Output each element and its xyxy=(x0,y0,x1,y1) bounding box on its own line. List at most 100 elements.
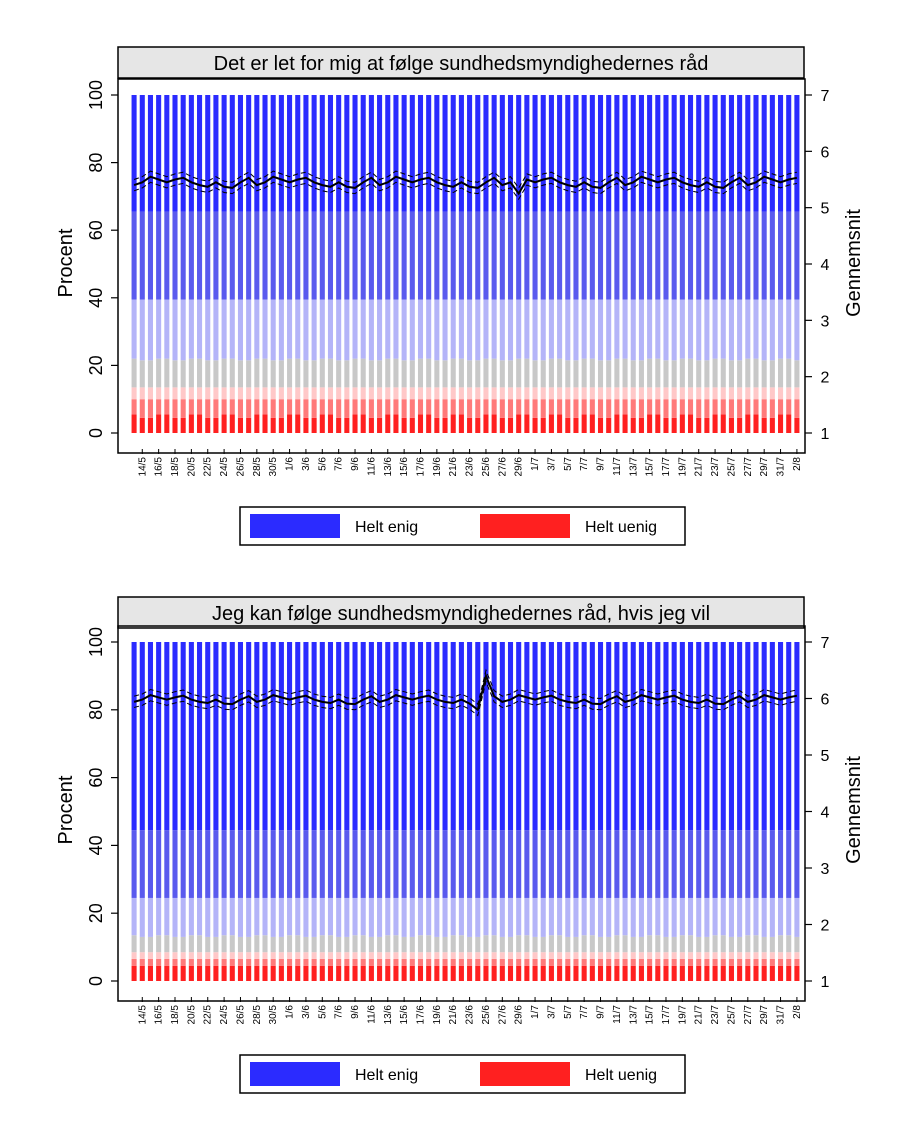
bar-segment-cat6 xyxy=(393,830,399,898)
bar-segment-helt-uenig xyxy=(499,417,505,433)
x-tick-label: 3/7 xyxy=(546,1005,557,1019)
bar-segment-cat5 xyxy=(589,897,595,936)
bar-segment-helt-uenig xyxy=(761,965,767,981)
bar-segment-helt-uenig xyxy=(794,417,800,433)
bar-segment-cat5 xyxy=(540,897,546,937)
x-tick-label: 24/5 xyxy=(219,1005,230,1025)
bar-segment-cat6 xyxy=(434,830,440,898)
bar-segment-cat4 xyxy=(516,358,522,388)
bar-segment-cat4 xyxy=(769,360,775,388)
panel-title-box xyxy=(117,596,805,629)
bar-segment-cat6 xyxy=(327,830,334,898)
bar-segment-helt-enig xyxy=(270,95,276,212)
bar-segment-cat5 xyxy=(221,897,227,936)
x-tick-label: 1/6 xyxy=(285,457,296,471)
bar-segment-helt-uenig xyxy=(655,965,661,981)
bar-segment-cat2 xyxy=(507,958,514,966)
bar-segment-cat4 xyxy=(147,936,153,953)
x-tick-label: 22/5 xyxy=(203,457,214,477)
bar-segment-cat5 xyxy=(458,897,464,936)
bar-segment-cat2 xyxy=(434,399,440,418)
bar-segment-cat5 xyxy=(696,299,702,361)
x-tick-label: 23/6 xyxy=(465,1005,476,1025)
bar-segment-helt-uenig xyxy=(368,965,374,981)
bar-segment-cat3 xyxy=(532,952,538,959)
bar-segment-cat4 xyxy=(663,936,669,953)
bar-segment-cat6 xyxy=(565,211,571,300)
bar-segment-helt-enig xyxy=(295,642,301,831)
bar-segment-cat2 xyxy=(679,399,685,415)
bar-segment-helt-uenig xyxy=(491,965,497,981)
bar-segment-helt-enig xyxy=(319,642,325,831)
bar-segment-cat6 xyxy=(213,211,219,300)
bar-segment-cat4 xyxy=(197,358,203,388)
bar-segment-cat3 xyxy=(573,952,579,959)
bar-segment-cat6 xyxy=(769,830,775,898)
bar-segment-helt-uenig xyxy=(458,414,464,433)
bar-segment-cat4 xyxy=(794,360,800,388)
bar-segment-cat4 xyxy=(565,360,571,388)
bar-segment-cat3 xyxy=(197,387,203,400)
bar-segment-cat6 xyxy=(475,830,481,898)
bar-segment-cat3 xyxy=(483,952,489,959)
bar-segment-cat5 xyxy=(139,299,145,361)
bar-segment-helt-enig xyxy=(467,95,473,212)
x-tick-label: 11/6 xyxy=(366,457,377,476)
bar-segment-helt-uenig xyxy=(589,414,595,433)
bar-segment-cat6 xyxy=(409,211,415,300)
bar-segment-cat6 xyxy=(139,211,145,300)
bar-segment-helt-enig xyxy=(164,95,170,212)
bar-segment-cat3 xyxy=(311,387,317,400)
bar-segment-cat3 xyxy=(720,387,726,400)
bar-segment-cat6 xyxy=(786,830,792,898)
bar-segment-cat3 xyxy=(409,952,415,959)
bar-segment-cat4 xyxy=(516,935,522,953)
bar-segment-cat4 xyxy=(557,358,563,388)
x-tick-label: 18/5 xyxy=(170,1005,181,1025)
bar-segment-cat6 xyxy=(557,211,563,300)
bar-segment-cat4 xyxy=(491,935,497,953)
bar-segment-cat4 xyxy=(704,936,710,953)
bar-segment-cat3 xyxy=(336,952,342,959)
bar-segment-cat5 xyxy=(426,897,432,936)
bar-segment-cat2 xyxy=(745,958,751,966)
bar-segment-cat4 xyxy=(720,935,726,953)
bar-segment-cat4 xyxy=(630,936,636,953)
bar-segment-cat6 xyxy=(614,211,620,300)
bar-segment-helt-uenig xyxy=(221,414,227,433)
bar-segment-cat6 xyxy=(156,830,162,898)
bar-segment-cat5 xyxy=(221,299,227,359)
bar-segment-cat2 xyxy=(794,399,800,418)
bar-segment-cat3 xyxy=(728,952,734,959)
bar-segment-helt-uenig xyxy=(303,965,309,981)
bar-segment-cat4 xyxy=(262,358,268,388)
bar-segment-helt-enig xyxy=(205,95,211,212)
bar-segment-cat3 xyxy=(270,387,276,400)
bar-segment-cat5 xyxy=(377,897,383,937)
bar-segment-cat6 xyxy=(589,211,595,300)
x-tick-label: 29/7 xyxy=(759,457,770,477)
bar-segment-cat4 xyxy=(229,358,235,388)
bar-segment-cat4 xyxy=(221,358,227,388)
bar-segment-cat3 xyxy=(548,387,554,400)
bar-segment-cat3 xyxy=(516,387,522,400)
bar-segment-cat3 xyxy=(687,952,694,959)
bar-segment-helt-enig xyxy=(712,642,718,831)
bar-segment-cat5 xyxy=(327,299,334,359)
bar-segment-cat2 xyxy=(597,958,604,966)
bar-segment-helt-enig xyxy=(540,95,546,212)
bar-segment-helt-uenig xyxy=(262,414,268,433)
bar-segment-helt-uenig xyxy=(393,414,399,433)
bar-segment-cat3 xyxy=(524,952,530,959)
bar-segment-helt-uenig xyxy=(295,965,301,981)
bar-segment-helt-enig xyxy=(180,95,186,212)
bar-segment-cat4 xyxy=(147,360,153,388)
legend-label-helt-uenig: Helt uenig xyxy=(585,519,657,536)
bar-segment-helt-enig xyxy=(139,642,145,831)
bar-segment-cat4 xyxy=(687,358,694,388)
bar-segment-cat4 xyxy=(565,936,571,953)
bar-segment-helt-enig xyxy=(188,642,194,831)
bar-segment-cat6 xyxy=(597,830,604,898)
x-tick-label: 5/6 xyxy=(317,457,328,471)
bar-segment-cat3 xyxy=(467,387,473,400)
